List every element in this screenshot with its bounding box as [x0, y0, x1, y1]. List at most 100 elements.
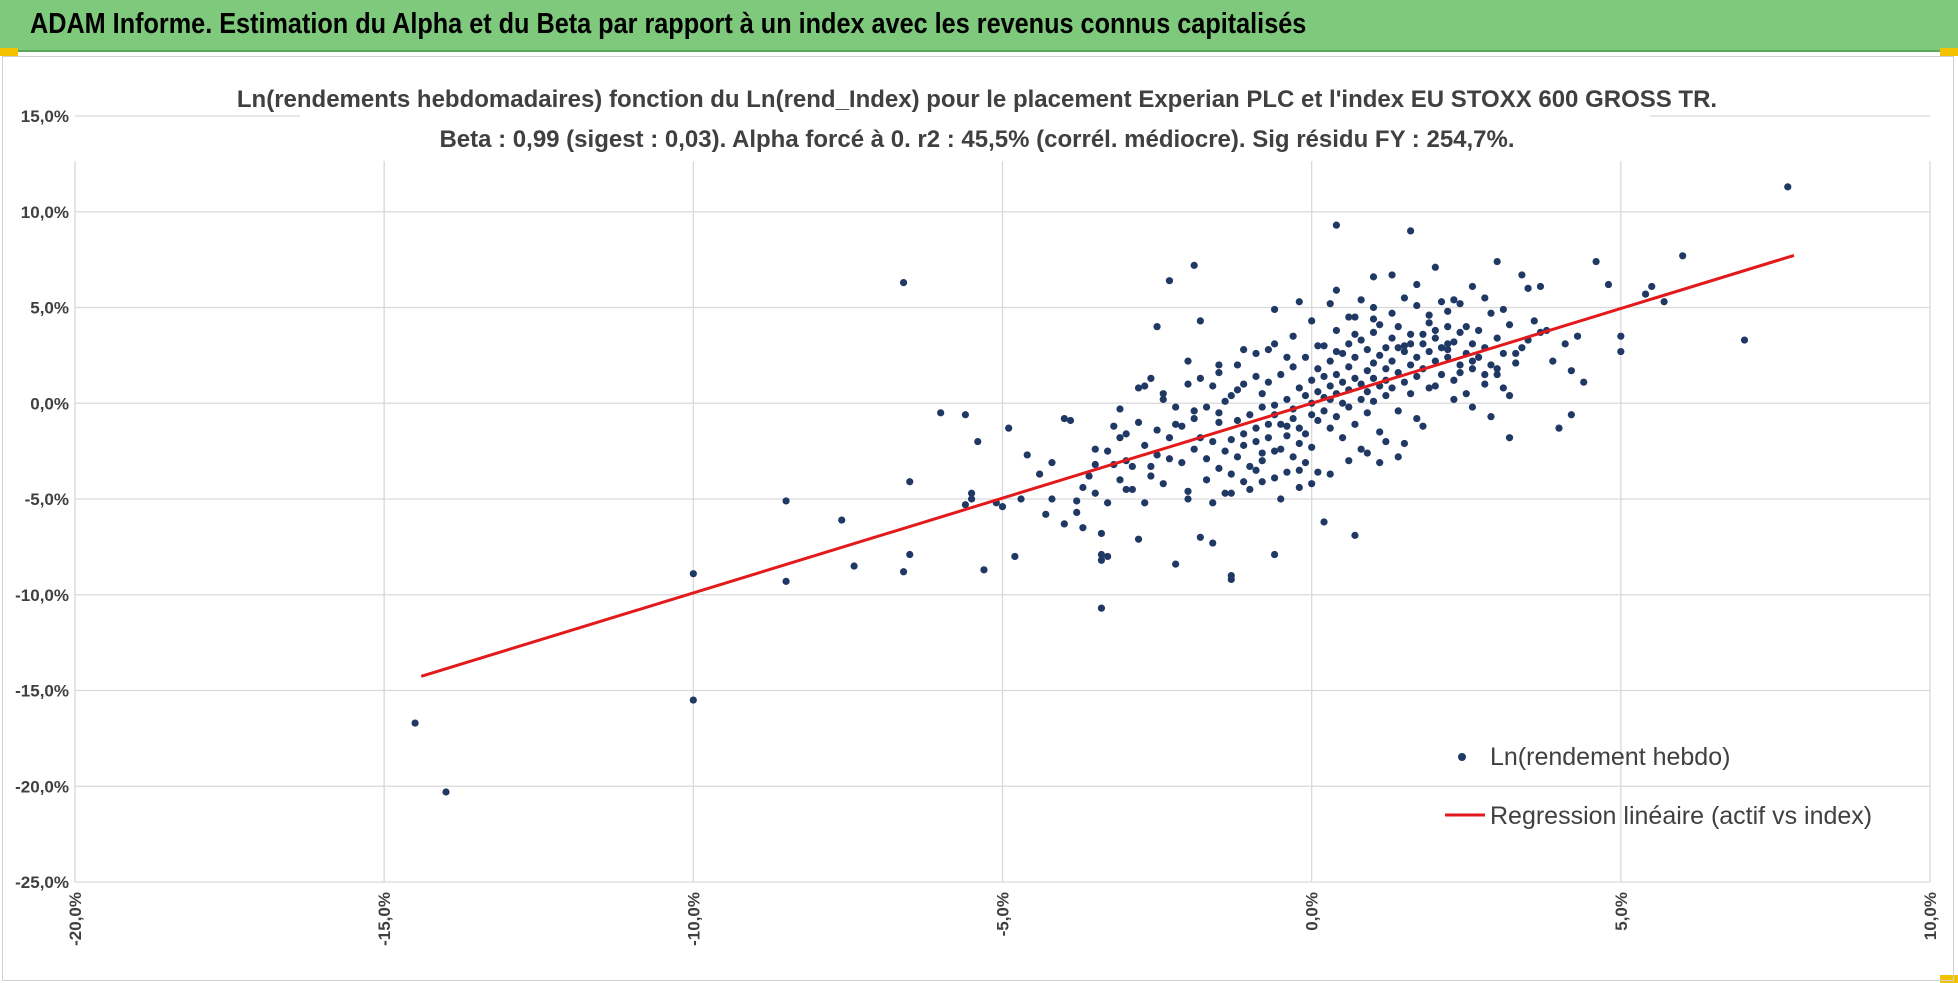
scatter-point: [1153, 426, 1161, 434]
title-background: [300, 78, 1650, 158]
scatter-point: [1431, 382, 1439, 390]
scatter-point: [1326, 357, 1334, 365]
scatter-point: [1104, 447, 1112, 455]
scatter-point: [1431, 334, 1439, 342]
scatter-point: [1264, 420, 1272, 428]
scatter-point: [1357, 336, 1365, 344]
y-tick-label: 0,0%: [30, 394, 69, 413]
scatter-point: [1338, 378, 1347, 386]
scatter-point: [1196, 533, 1204, 541]
scatter-point: [1419, 330, 1427, 338]
scatter-point: [1456, 361, 1464, 369]
scatter-point: [1425, 311, 1433, 319]
scatter-point: [782, 577, 790, 585]
scatter-point: [1104, 499, 1112, 507]
scatter-point: [1042, 510, 1050, 518]
scatter-point: [1499, 349, 1507, 358]
scatter-point: [1172, 403, 1180, 411]
scatter-point: [1382, 365, 1390, 373]
scatter-point: [1209, 499, 1217, 507]
scatter-point: [1332, 221, 1340, 229]
scatter-point: [1196, 374, 1204, 382]
scatter-point: [1475, 353, 1483, 361]
scatter-point: [1512, 359, 1520, 367]
scatter-point: [1493, 370, 1501, 379]
scatter-point: [1270, 474, 1279, 482]
scatter-point: [1481, 380, 1489, 388]
x-tick-label: 5,0%: [1612, 892, 1631, 931]
scatter-point: [1066, 416, 1075, 425]
scatter-point: [1394, 453, 1402, 461]
scatter-point: [1110, 422, 1118, 430]
scatter-point: [1301, 430, 1310, 438]
scatter-point: [1332, 370, 1340, 379]
scatter-point: [1227, 470, 1235, 478]
scatter-point: [1233, 386, 1242, 394]
scatter-point: [1184, 487, 1192, 495]
scatter-point: [1363, 388, 1371, 396]
scatter-point: [1073, 508, 1081, 517]
y-tick-label: -10,0%: [15, 586, 69, 605]
scatter-point: [1122, 485, 1130, 494]
scatter-point: [961, 411, 970, 419]
scatter-point: [1468, 282, 1477, 291]
legend-label-scatter: Ln(rendement hebdo): [1490, 743, 1730, 771]
scatter-point: [1345, 457, 1353, 465]
scatter-point: [937, 409, 945, 417]
scatter-point: [1388, 334, 1396, 342]
scatter-point: [1147, 374, 1155, 382]
scatter-point: [1345, 313, 1353, 321]
scatter-point: [967, 495, 976, 503]
scatter-point: [1295, 298, 1303, 306]
scatter-point: [906, 478, 914, 486]
scatter-point: [1357, 395, 1365, 404]
scatter-point: [1320, 518, 1328, 526]
y-tick-label: 15,0%: [21, 107, 69, 126]
scatter-point: [1345, 403, 1353, 411]
scatter-point: [1159, 390, 1167, 398]
scatter-point: [1456, 328, 1464, 336]
scatter-point: [1493, 334, 1501, 342]
scatter-point: [1326, 300, 1334, 308]
scatter-point: [1190, 414, 1198, 423]
scatter-point: [1165, 277, 1174, 285]
scatter-point: [1444, 340, 1452, 348]
scatter-point: [1079, 483, 1087, 492]
scatter-point: [1178, 459, 1186, 467]
chart-title-line-2: Beta : 0,99 (sigest : 0,03). Alpha forcé…: [439, 126, 1514, 153]
scatter-point: [1134, 418, 1143, 426]
scatter-point: [1617, 347, 1625, 356]
scatter-point: [1233, 361, 1242, 369]
scatter-point: [1153, 451, 1161, 459]
scatter-point: [1444, 353, 1452, 361]
scatter-point: [1338, 349, 1347, 358]
scatter-point: [1165, 434, 1174, 442]
corner-marker-top-right: [1940, 48, 1958, 56]
scatter-point: [1252, 349, 1260, 358]
scatter-point: [1487, 413, 1495, 421]
scatter-point: [1351, 374, 1359, 382]
scatter-point: [1462, 390, 1470, 398]
scatter-point: [1314, 388, 1322, 396]
scatter-point: [1295, 439, 1303, 448]
scatter-point: [1227, 489, 1235, 497]
scatter-point: [961, 501, 970, 509]
y-tick-label: 10,0%: [21, 203, 69, 222]
scatter-point: [1481, 370, 1489, 379]
scatter-point: [1351, 353, 1359, 361]
scatter-point: [1487, 361, 1495, 369]
scatter-point: [1505, 391, 1514, 400]
scatter-point: [1351, 531, 1359, 539]
scatter-point: [1536, 282, 1545, 291]
scatter-point: [1289, 363, 1297, 371]
y-tick-label: -25,0%: [15, 873, 69, 892]
scatter-point: [1617, 332, 1625, 340]
y-tick-label: 5,0%: [30, 299, 69, 318]
scatter-point: [689, 570, 697, 578]
scatter-point: [1351, 330, 1359, 338]
scatter-point: [1363, 346, 1371, 354]
scatter-point: [998, 503, 1007, 511]
scatter-point: [1190, 445, 1198, 453]
chart-frame: [2, 56, 1954, 981]
scatter-point: [1413, 414, 1421, 423]
